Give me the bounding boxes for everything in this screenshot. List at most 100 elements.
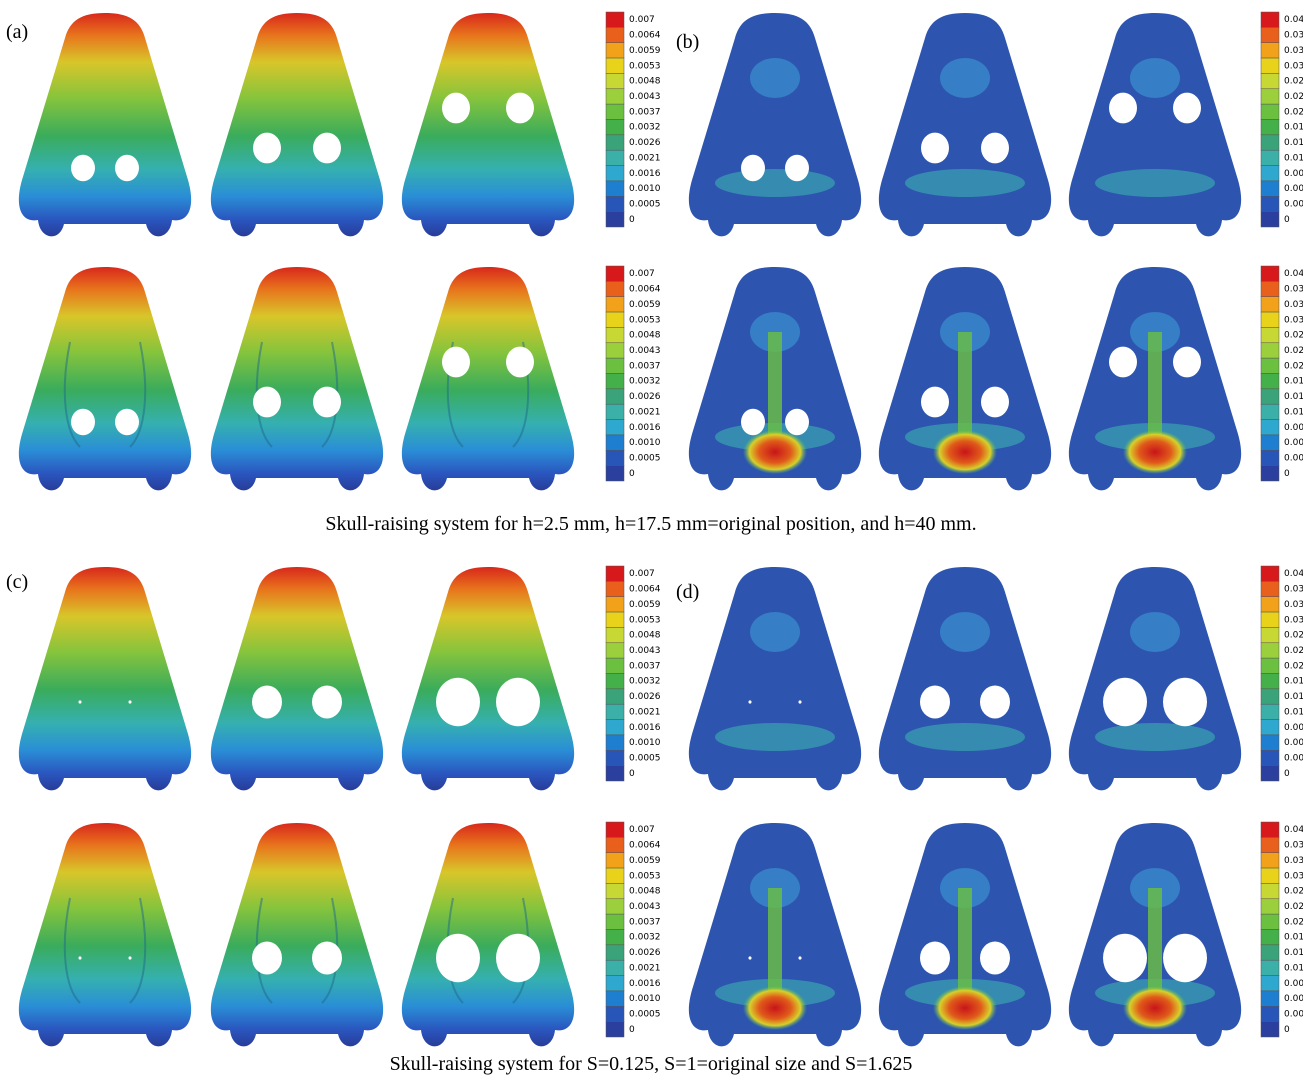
colorbar-label: 0.0016 (629, 723, 661, 733)
skull (879, 267, 1051, 490)
colorbar-swatch (606, 1022, 624, 1037)
colorbar-label: 0.0026 (629, 138, 661, 148)
skull (402, 567, 574, 790)
colorbar-swatch (1261, 766, 1279, 781)
colorbar-swatch (1261, 389, 1279, 404)
colorbar-swatch (606, 597, 624, 612)
colorbar-swatch (1261, 343, 1279, 358)
colorbar-label: 0.03 (1284, 46, 1303, 56)
skull (211, 567, 383, 790)
skull-body (402, 267, 574, 490)
opening (1109, 347, 1137, 378)
opening (1173, 93, 1201, 124)
colorbar-label: 0.0043 (629, 646, 661, 656)
colorbar-label: 0 (629, 469, 635, 479)
colorbar-label: 0.0064 (629, 285, 661, 295)
skull-body (211, 13, 383, 236)
colorbar-label: 0.0032 (629, 377, 661, 387)
colorbar-label: 0.02 (1284, 661, 1303, 671)
colorbar-label: 0.007 (629, 269, 655, 279)
colorbar-swatch (606, 627, 624, 642)
colorbar-label: 0.0010 (629, 994, 661, 1004)
colorbar-label: 0.02 (1284, 92, 1303, 102)
colorbar-swatch (1261, 166, 1279, 181)
colorbar-swatch (606, 374, 624, 389)
colorbar-swatch (1261, 689, 1279, 704)
strain-patch (750, 612, 800, 652)
skull (19, 267, 191, 490)
colorbar-swatch (1261, 212, 1279, 227)
colorbar-label: 0.0048 (629, 77, 661, 87)
colorbar-label: 0.04 (1284, 825, 1303, 835)
colorbar-label: 0.007 (629, 15, 655, 25)
colorbar-swatch (1261, 868, 1279, 883)
skull-body (402, 567, 574, 790)
opening (129, 956, 132, 959)
colorbar-swatch (1261, 597, 1279, 612)
opening (1103, 934, 1147, 982)
colorbar-label: 0.0032 (629, 933, 661, 943)
panel-label: (b) (676, 31, 699, 53)
colorbar-label: 0.01 (1284, 692, 1303, 702)
colorbar-label: 0.01 (1284, 407, 1303, 417)
colorbar-label: 0.0048 (629, 631, 661, 641)
opening (980, 686, 1010, 719)
colorbar-label: 0.04 (1284, 269, 1303, 279)
colorbar-swatch (1261, 899, 1279, 914)
colorbar-swatch (606, 312, 624, 327)
skull (19, 13, 191, 236)
colorbar-label: 0.03 (1284, 61, 1303, 71)
colorbar-swatch (1261, 976, 1279, 991)
skull (1069, 567, 1241, 790)
colorbar-swatch (606, 27, 624, 42)
colorbar-swatch (606, 358, 624, 373)
strain-hotspot (933, 430, 997, 474)
strain-hotspot (743, 986, 807, 1030)
skull (1069, 267, 1241, 490)
skull (689, 823, 861, 1046)
colorbar-swatch (606, 899, 624, 914)
skull (689, 267, 861, 490)
colorbar-swatch (606, 822, 624, 837)
opening (442, 93, 470, 124)
colorbar-label: 0.02 (1284, 77, 1303, 87)
colorbar-swatch (1261, 883, 1279, 898)
colorbar-label: 0 (629, 1025, 635, 1035)
colorbar-swatch (1261, 58, 1279, 73)
colorbar-swatch (606, 58, 624, 73)
colorbar-label: 0.0026 (629, 948, 661, 958)
colorbar-swatch (1261, 404, 1279, 419)
opening (253, 387, 281, 418)
colorbar-label: 0.0021 (629, 963, 661, 973)
opening (313, 387, 341, 418)
colorbar-swatch (606, 43, 624, 58)
opening (115, 155, 139, 181)
colorbar-label: 0.0010 (629, 438, 661, 448)
colorbar-label: 0 (629, 769, 635, 779)
colorbar-label: 0.0026 (629, 392, 661, 402)
colorbar-swatch (606, 720, 624, 735)
opening (253, 133, 281, 164)
colorbar-swatch (606, 689, 624, 704)
colorbar-label: 0.01 (1284, 153, 1303, 163)
opening (313, 133, 341, 164)
colorbar-swatch (1261, 450, 1279, 465)
colorbar-label: 0.01 (1284, 707, 1303, 717)
colorbar-swatch (1261, 914, 1279, 929)
colorbar-label: 0.03 (1284, 856, 1303, 866)
opening (799, 700, 802, 703)
colorbar-label: 0.01 (1284, 948, 1303, 958)
skull (879, 567, 1051, 790)
colorbar-label: 0.00 (1284, 423, 1303, 433)
skull-body (879, 567, 1051, 790)
colorbar-swatch (606, 297, 624, 312)
skull (211, 267, 383, 490)
colorbar-swatch (606, 883, 624, 898)
skull-body (1069, 13, 1241, 236)
colorbar-swatch (606, 766, 624, 781)
colorbar-label: 0.00 (1284, 169, 1303, 179)
colorbar-label: 0.00 (1284, 994, 1303, 1004)
colorbar-label: 0.02 (1284, 917, 1303, 927)
colorbar-swatch (1261, 720, 1279, 735)
opening (1163, 678, 1207, 726)
